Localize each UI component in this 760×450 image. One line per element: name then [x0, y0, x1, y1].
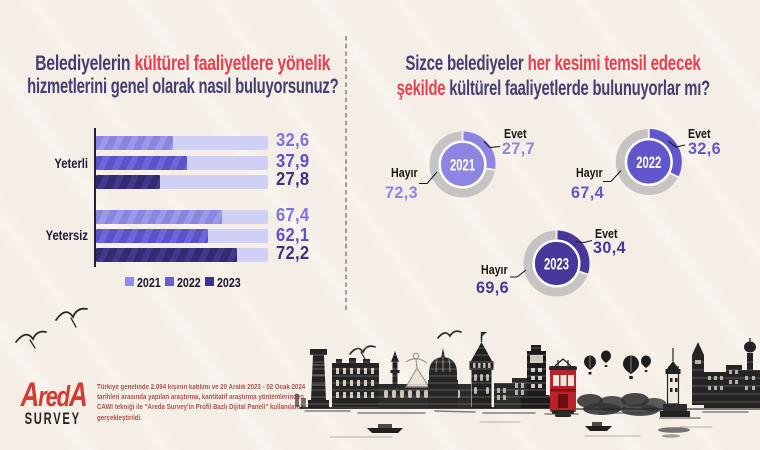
svg-text:2021: 2021: [450, 156, 475, 175]
svg-text:2022: 2022: [636, 153, 661, 172]
svg-text:2023: 2023: [544, 255, 569, 274]
